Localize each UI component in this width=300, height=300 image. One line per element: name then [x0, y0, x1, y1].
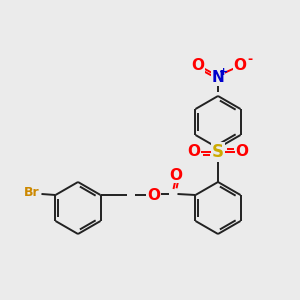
- Text: O: O: [233, 58, 247, 73]
- Text: O: O: [236, 145, 248, 160]
- Text: S: S: [212, 143, 224, 161]
- Text: O: O: [169, 167, 182, 182]
- Text: -: -: [248, 53, 253, 67]
- Text: O: O: [147, 188, 160, 202]
- Text: O: O: [191, 58, 205, 73]
- Text: +: +: [219, 67, 229, 77]
- Text: O: O: [188, 145, 200, 160]
- Text: N: N: [212, 70, 224, 86]
- Text: Br: Br: [24, 187, 39, 200]
